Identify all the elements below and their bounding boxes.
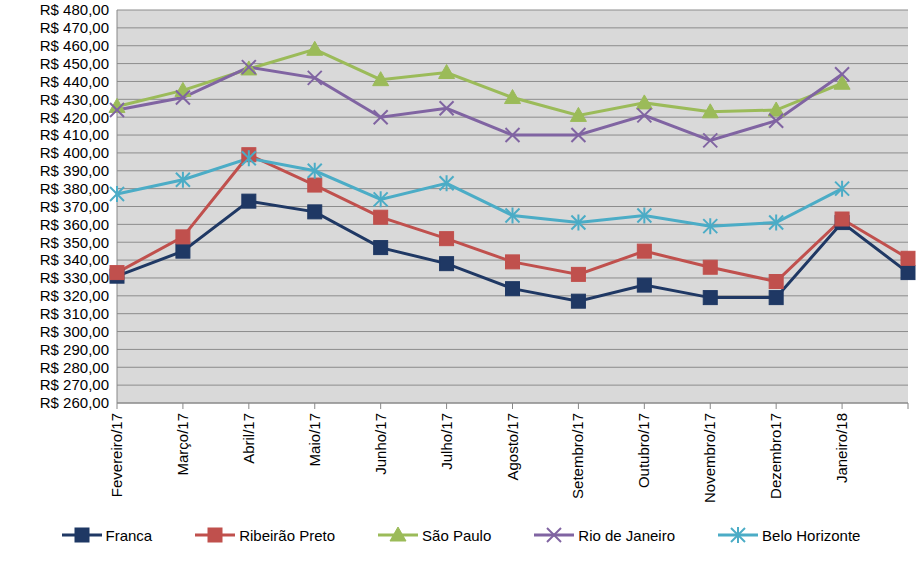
svg-text:Maio/17: Maio/17 (306, 413, 323, 466)
html-text:Belo Horizonte: Belo Horizonte (762, 526, 861, 544)
svg-text:R$ 340,00: R$ 340,00 (40, 251, 109, 268)
svg-text:Março/17: Março/17 (174, 413, 191, 476)
svg-text:R$ 380,00: R$ 380,00 (40, 180, 109, 197)
svg-text:R$ 370,00: R$ 370,00 (40, 198, 109, 215)
svg-text:R$ 300,00: R$ 300,00 (40, 323, 109, 340)
svg-text:R$ 430,00: R$ 430,00 (40, 91, 109, 108)
svg-text:R$ 480,00: R$ 480,00 (40, 1, 109, 18)
html-text:Rio de Janeiro: Rio de Janeiro (578, 526, 675, 544)
html-text:Ribeirão Preto: Ribeirão Preto (239, 526, 336, 544)
html-text:São Paulo: São Paulo (422, 526, 492, 544)
svg-text:Setembro/17: Setembro/17 (569, 413, 586, 499)
svg-text:R$ 260,00: R$ 260,00 (40, 394, 109, 411)
svg-text:Agosto/17: Agosto/17 (504, 413, 521, 481)
html-text:Franca: Franca (105, 526, 153, 544)
svg-text:Junho/17: Junho/17 (372, 413, 389, 475)
svg-text:Dezembro17: Dezembro17 (767, 413, 784, 499)
svg-text:R$ 360,00: R$ 360,00 (40, 216, 109, 233)
svg-text:R$ 310,00: R$ 310,00 (40, 305, 109, 322)
svg-text:R$ 390,00: R$ 390,00 (40, 162, 109, 179)
svg-text:Janeiro/18: Janeiro/18 (833, 413, 850, 483)
svg-text:R$ 410,00: R$ 410,00 (40, 126, 109, 143)
svg-text:R$ 450,00: R$ 450,00 (40, 55, 109, 72)
svg-text:Outubro/17: Outubro/17 (635, 413, 652, 488)
svg-text:R$ 470,00: R$ 470,00 (40, 19, 109, 36)
svg-text:R$ 350,00: R$ 350,00 (40, 234, 109, 251)
svg-text:R$ 270,00: R$ 270,00 (40, 376, 109, 393)
svg-text:R$ 460,00: R$ 460,00 (40, 37, 109, 54)
svg-text:R$ 400,00: R$ 400,00 (40, 144, 109, 161)
svg-text:R$ 290,00: R$ 290,00 (40, 341, 109, 358)
svg-text:R$ 440,00: R$ 440,00 (40, 73, 109, 90)
svg-text:R$ 320,00: R$ 320,00 (40, 287, 109, 304)
svg-text:Fevereiro/17: Fevereiro/17 (108, 413, 125, 497)
svg-text:R$ 420,00: R$ 420,00 (40, 109, 109, 126)
svg-text:R$ 280,00: R$ 280,00 (40, 359, 109, 376)
svg-text:Julho/17: Julho/17 (438, 413, 455, 470)
svg-text:R$ 330,00: R$ 330,00 (40, 269, 109, 286)
svg-text:Novembro/17: Novembro/17 (701, 413, 718, 503)
svg-text:Abril/17: Abril/17 (240, 413, 257, 464)
